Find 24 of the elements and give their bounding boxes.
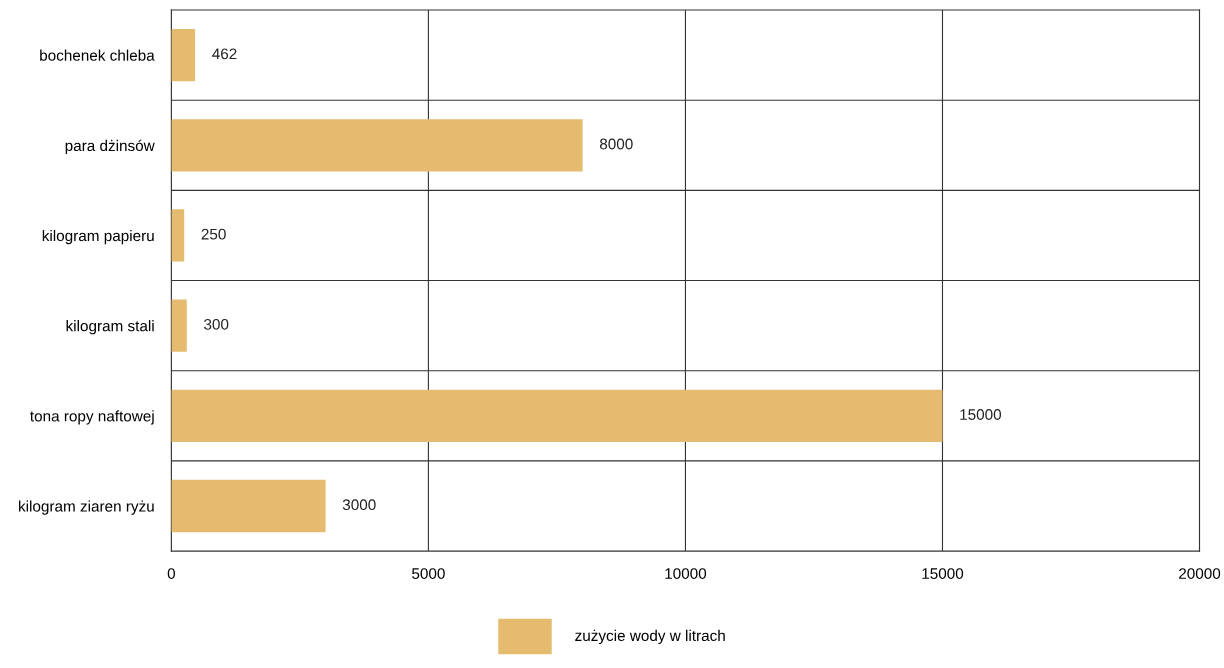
x-tick-label: 15000 <box>922 568 964 579</box>
data-label: 300 <box>204 318 229 330</box>
bar <box>171 209 185 262</box>
x-tick-label: 20000 <box>1179 568 1221 579</box>
bar <box>171 389 943 442</box>
bar <box>171 299 187 352</box>
bar <box>171 119 583 172</box>
bar <box>171 479 326 533</box>
x-tick-label: 0 <box>167 568 176 579</box>
y-tick-label: kilogram papieru <box>42 229 154 245</box>
data-label: 250 <box>201 228 226 240</box>
x-tick-label: 10000 <box>665 568 707 579</box>
bar <box>171 28 196 82</box>
y-tick-label: bochenek chleba <box>40 49 155 61</box>
y-tick-label: kilogram ziaren ryżu <box>19 500 154 515</box>
y-tick-label: tona ropy naftowej <box>30 410 154 425</box>
legend-label: zużycie wody w litrach <box>575 629 725 645</box>
data-label: 3000 <box>342 499 376 511</box>
y-tick-label: kilogram stali <box>66 320 154 335</box>
y-tick-label: para dżinsów <box>65 139 155 155</box>
data-label: 15000 <box>960 409 1002 420</box>
data-label: 8000 <box>599 138 633 150</box>
data-label: 462 <box>212 48 237 60</box>
x-tick-label: 5000 <box>412 568 445 579</box>
